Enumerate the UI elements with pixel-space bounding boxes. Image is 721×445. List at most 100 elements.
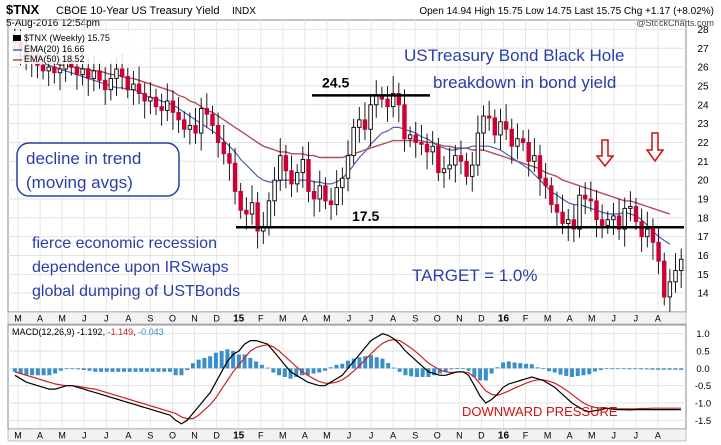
macd-histogram-bar: [110, 368, 115, 372]
macd-histogram-bar: [81, 368, 86, 371]
x-tick-label: J: [347, 314, 352, 324]
macd-histogram-bar: [202, 357, 207, 369]
price-tick-label: 25: [697, 81, 709, 92]
candle-body-down: [193, 125, 198, 134]
candle-body-down: [176, 111, 181, 121]
x-tick-label-bottom: F: [523, 431, 529, 441]
x-axis-labels: M A M J J A S O N D 15 F M A M J J A S O N D 16 F M A M J J A: [14, 314, 661, 325]
price-tick-label: 19: [697, 194, 709, 205]
macd-histogram-bar: [139, 368, 144, 372]
candle: [328, 187, 334, 220]
macd-histogram-bar: [265, 367, 270, 369]
candle-body-up: [667, 281, 673, 298]
candle: [289, 155, 294, 197]
x-tick-label-bottom: A: [655, 431, 661, 441]
macd-histogram-bar: [615, 368, 620, 370]
quote-date: 5-Aug-2016 12:54pm: [6, 18, 100, 29]
macd-histogram-bar: [213, 352, 218, 369]
macd-histogram-bar: [225, 349, 230, 369]
macd-histogram-bar: [650, 368, 655, 370]
candle: [176, 97, 181, 133]
candle-body-down: [503, 121, 509, 130]
price-tick-label: 21: [697, 157, 709, 168]
candle-body-up: [351, 126, 356, 157]
candle-body-up: [249, 202, 255, 215]
legend-ema50: EMA(50) 18.52: [24, 54, 85, 64]
candle-body-down: [650, 228, 656, 243]
x-tick-label: M: [588, 314, 596, 324]
macd-histogram: [12, 349, 684, 381]
candle: [402, 89, 407, 152]
macd-tick-label: -1.0: [695, 399, 711, 410]
x-axis-band: [7, 311, 687, 325]
candle: [114, 58, 119, 96]
candle-body-down: [97, 70, 102, 81]
x-tick-label: A: [655, 314, 661, 324]
x-tick-label-bottom: N: [456, 431, 463, 441]
annotation-reason-3: global dumping of USTBonds: [32, 283, 240, 300]
annotation-trend-line1: decline in trend: [26, 149, 141, 168]
macd-histogram-bar: [604, 368, 609, 370]
candle-body-up: [198, 108, 204, 134]
candle-body-up: [272, 179, 277, 202]
macd-value: -1.192: [77, 327, 103, 337]
macd-hist-value: -0.043: [138, 327, 164, 337]
candle: [345, 140, 351, 192]
candle-body-down: [362, 119, 368, 130]
macd-histogram-bar: [277, 368, 282, 376]
candle-body-down: [413, 134, 418, 143]
candle: [532, 138, 537, 173]
x-tick-label: A: [37, 314, 43, 324]
macd-histogram-bar: [12, 368, 17, 372]
candle-body-up: [447, 164, 452, 170]
candle: [628, 191, 633, 222]
candle-body-up: [148, 96, 153, 102]
candle: [323, 177, 328, 210]
candle-body-up: [622, 207, 627, 230]
candle: [526, 129, 531, 177]
macd-histogram-bar: [575, 368, 580, 376]
macd-histogram-bar: [518, 363, 523, 369]
candle-body-down: [588, 198, 594, 202]
candle: [244, 197, 249, 230]
macd-histogram-bar: [564, 368, 569, 376]
candle-body-up: [357, 119, 362, 128]
candle-body-down: [537, 155, 543, 179]
macd-histogram-bar: [345, 360, 351, 369]
candle: [148, 81, 153, 115]
candle-body-up: [498, 121, 503, 136]
macd-main-line: [14, 333, 682, 425]
x-tick-label: M: [323, 314, 331, 324]
macd-histogram-bar: [248, 357, 253, 369]
candle-body-down: [119, 68, 125, 77]
candle: [486, 100, 492, 131]
candle: [311, 180, 317, 217]
macd-histogram-bar: [420, 368, 425, 377]
candle: [650, 218, 656, 260]
annotation-title-line1: USTreasury Bond Black Hole: [404, 46, 624, 65]
annotation-reason-2: dependence upon IRSwaps: [32, 259, 229, 276]
macd-histogram-bar: [644, 368, 649, 370]
candle: [639, 208, 644, 252]
macd-histogram-bar: [638, 368, 643, 370]
annotation-target: TARGET = 1.0%: [412, 266, 538, 285]
candle: [464, 152, 469, 185]
candle-body-up: [108, 77, 114, 91]
candle: [430, 130, 435, 165]
macd-histogram-bar: [547, 368, 552, 372]
candle: [611, 202, 616, 235]
candle-body-down: [221, 142, 226, 155]
candle: [368, 94, 373, 147]
price-tick-label: 14: [697, 289, 709, 300]
x-tick-label: J: [612, 314, 617, 324]
macd-histogram-bar: [144, 368, 149, 372]
macd-histogram-bar: [150, 368, 155, 372]
candle: [334, 170, 339, 216]
x-tick-label: F: [258, 314, 264, 324]
candle-body-down: [656, 241, 661, 262]
macd-y-axis: 1.0 0.5 0.0 -0.5 -1.0 -1.5: [695, 329, 711, 427]
x-tick-label-bottom: A: [37, 431, 43, 441]
x-tick-label: F: [523, 314, 529, 324]
candle-body-down: [125, 76, 130, 91]
macd-histogram-bar: [317, 368, 322, 373]
